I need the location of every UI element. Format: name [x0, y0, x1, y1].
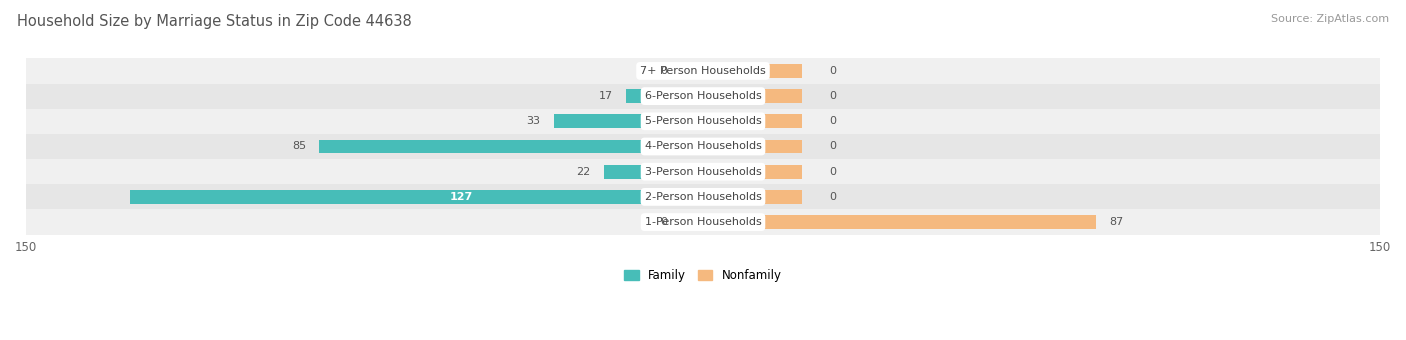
Bar: [703, 140, 803, 153]
Bar: [27, 84, 1379, 109]
Text: 127: 127: [450, 192, 474, 202]
Text: Source: ZipAtlas.com: Source: ZipAtlas.com: [1271, 14, 1389, 23]
Text: 0: 0: [830, 192, 837, 202]
Bar: [27, 109, 1379, 134]
Bar: [129, 190, 703, 204]
Text: 85: 85: [292, 141, 307, 152]
Bar: [27, 209, 1379, 235]
Text: 7+ Person Households: 7+ Person Households: [640, 66, 766, 76]
Text: 87: 87: [1109, 217, 1123, 227]
Text: 0: 0: [830, 141, 837, 152]
Text: 0: 0: [830, 116, 837, 126]
Bar: [603, 165, 703, 179]
Text: 0: 0: [659, 66, 666, 76]
Text: 5-Person Households: 5-Person Households: [644, 116, 762, 126]
Bar: [27, 58, 1379, 84]
Bar: [27, 184, 1379, 209]
Bar: [703, 190, 803, 204]
Bar: [554, 114, 703, 128]
Text: 33: 33: [527, 116, 540, 126]
Bar: [689, 64, 703, 78]
Bar: [703, 114, 803, 128]
Bar: [27, 159, 1379, 184]
Text: 0: 0: [830, 167, 837, 177]
Bar: [703, 165, 803, 179]
Legend: Family, Nonfamily: Family, Nonfamily: [624, 269, 782, 282]
Bar: [703, 89, 803, 103]
Text: 1-Person Households: 1-Person Households: [644, 217, 762, 227]
Text: 22: 22: [576, 167, 591, 177]
Text: 0: 0: [659, 217, 666, 227]
Text: 3-Person Households: 3-Person Households: [644, 167, 762, 177]
Bar: [703, 64, 803, 78]
Text: 4-Person Households: 4-Person Households: [644, 141, 762, 152]
Text: 0: 0: [830, 66, 837, 76]
Text: 0: 0: [830, 91, 837, 101]
Bar: [689, 215, 703, 229]
Text: Household Size by Marriage Status in Zip Code 44638: Household Size by Marriage Status in Zip…: [17, 14, 412, 29]
Text: 17: 17: [599, 91, 613, 101]
Bar: [703, 215, 1095, 229]
Text: 2-Person Households: 2-Person Households: [644, 192, 762, 202]
Bar: [27, 134, 1379, 159]
Bar: [319, 140, 703, 153]
Text: 6-Person Households: 6-Person Households: [644, 91, 762, 101]
Bar: [626, 89, 703, 103]
